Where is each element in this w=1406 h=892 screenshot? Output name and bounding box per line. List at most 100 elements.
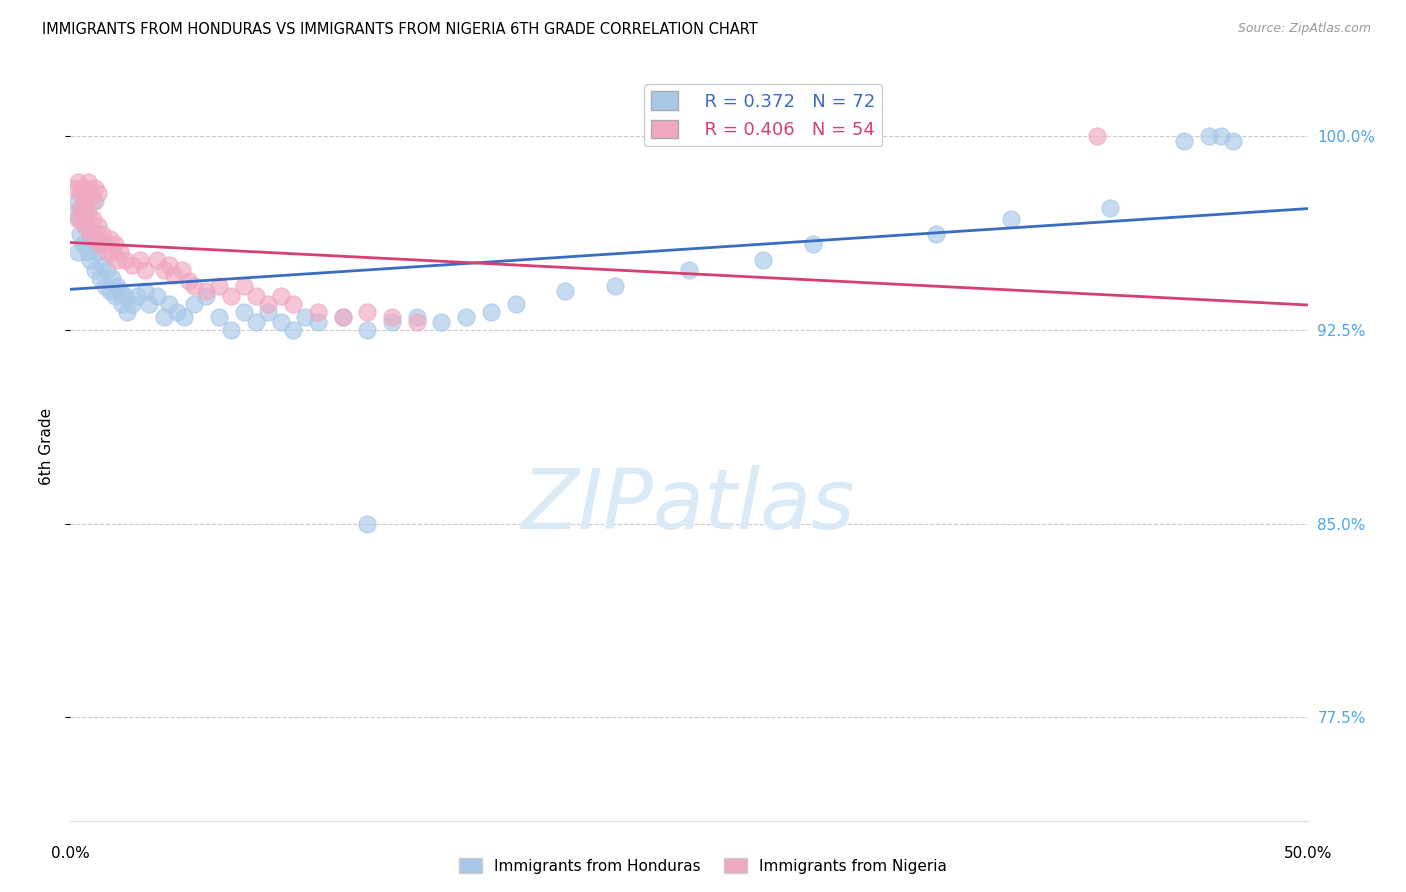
Point [72,180,94,194]
Point [153,263,176,277]
Point [281,323,304,337]
Point [79,227,101,241]
Point [157,297,180,311]
Point [69,227,91,241]
Point [108,245,131,260]
Point [257,297,280,311]
Point [101,271,124,285]
Point [121,297,143,311]
Point [270,315,292,329]
Point [114,252,136,267]
Point [356,516,378,531]
Point [101,245,124,260]
Point [75,219,97,234]
Point [603,278,626,293]
Point [114,289,136,303]
Point [104,237,127,252]
Point [1198,128,1220,143]
Point [82,232,104,246]
Point [208,278,231,293]
Point [98,232,121,246]
Point [801,237,824,252]
Point [65,180,87,194]
Point [89,271,111,285]
Point [76,186,98,200]
Point [153,310,176,324]
Point [146,289,169,303]
Point [245,315,267,329]
Point [678,263,700,277]
Point [86,186,108,200]
Point [72,237,94,252]
Point [84,194,107,208]
Point [76,206,98,220]
Point [76,245,98,260]
Text: 0.0%: 0.0% [51,847,90,862]
Point [1000,211,1022,226]
Point [69,186,91,200]
Point [134,284,156,298]
Point [752,252,775,267]
Point [925,227,948,241]
Point [72,202,94,216]
Point [173,310,195,324]
Point [72,211,94,226]
Point [554,284,576,298]
Y-axis label: 6th Grade: 6th Grade [38,408,53,484]
Point [157,258,180,272]
Text: IMMIGRANTS FROM HONDURAS VS IMMIGRANTS FROM NIGERIA 6TH GRADE CORRELATION CHART: IMMIGRANTS FROM HONDURAS VS IMMIGRANTS F… [42,22,758,37]
Point [405,310,427,324]
Point [86,237,108,252]
Point [307,304,329,318]
Point [94,278,117,293]
Point [66,194,89,208]
Point [170,263,193,277]
Point [127,289,149,303]
Point [1222,134,1244,148]
Point [456,310,478,324]
Legend: Immigrants from Honduras, Immigrants from Nigeria: Immigrants from Honduras, Immigrants fro… [453,852,953,880]
Point [94,237,117,252]
Point [84,180,107,194]
Point [405,315,427,329]
Point [195,284,218,298]
Point [75,219,97,234]
Point [72,202,94,216]
Point [245,289,267,303]
Point [75,194,97,208]
Point [332,310,354,324]
Point [108,284,131,298]
Text: 50.0%: 50.0% [1284,847,1331,862]
Point [121,258,143,272]
Point [105,252,128,267]
Point [505,297,527,311]
Point [381,315,404,329]
Point [69,211,91,226]
Point [163,268,186,283]
Point [96,263,118,277]
Point [91,227,114,241]
Point [294,310,316,324]
Point [232,278,254,293]
Point [270,289,292,303]
Point [79,252,101,267]
Point [82,225,104,239]
Point [134,263,156,277]
Point [75,206,97,220]
Point [66,211,89,226]
Point [104,289,127,303]
Point [183,297,205,311]
Point [96,245,118,260]
Point [98,284,121,298]
Point [1098,202,1121,216]
Point [195,289,218,303]
Point [1173,134,1195,148]
Point [128,252,150,267]
Text: ZIPatlas: ZIPatlas [522,466,856,547]
Point [138,297,160,311]
Point [1085,128,1108,143]
Point [66,245,89,260]
Point [232,304,254,318]
Point [183,278,205,293]
Point [84,232,107,246]
